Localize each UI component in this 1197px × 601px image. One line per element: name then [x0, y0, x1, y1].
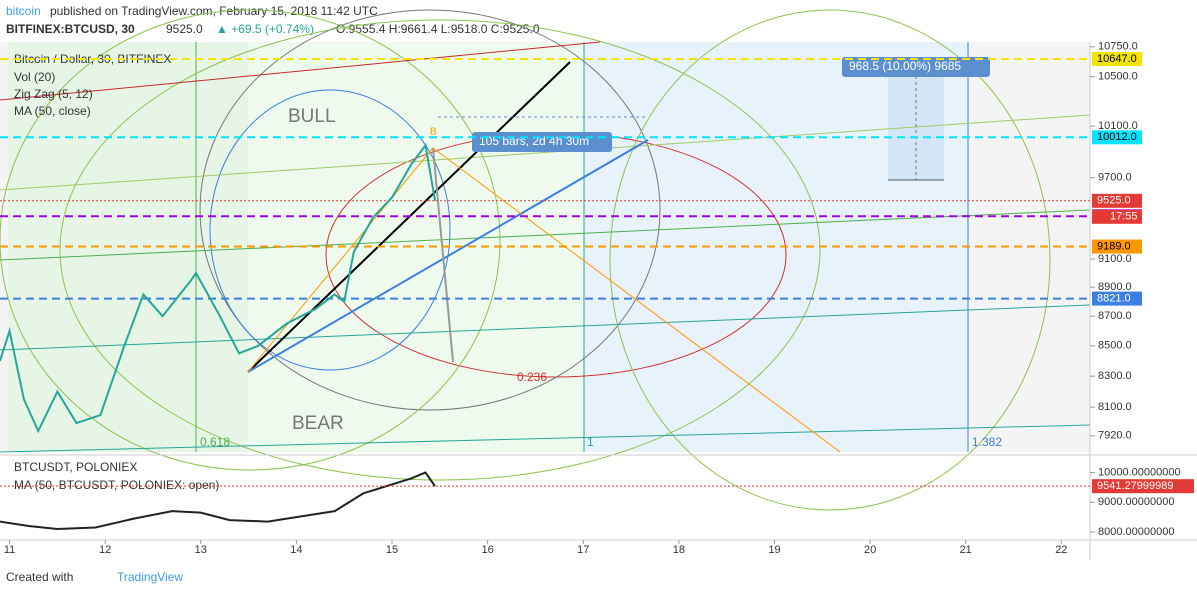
level-tag — [1092, 51, 1142, 66]
legend: MA (50, close) — [14, 104, 91, 118]
level-tag — [1092, 193, 1142, 208]
published: published on TradingView.com, February 1… — [50, 4, 378, 18]
y-tick-label: 8000.00000000 — [1098, 526, 1174, 538]
level-tag — [1092, 130, 1142, 145]
annotation: 0.236 — [517, 370, 547, 384]
price-line — [0, 471, 436, 531]
time-tag — [1092, 209, 1142, 224]
y-tick-label: 8500.0 — [1098, 340, 1132, 352]
y-tick-label: 8100.0 — [1098, 401, 1132, 413]
x-tick-label: 12 — [99, 544, 111, 556]
y-tick-label: 8700.0 — [1098, 310, 1132, 322]
last-tag — [1092, 479, 1194, 494]
y-tick-label: 9100.0 — [1098, 253, 1132, 265]
legend: Zig Zag (5, 12) — [14, 87, 93, 101]
x-tick-label: 20 — [864, 544, 876, 556]
y-tick-label: 10750.0 — [1098, 41, 1138, 53]
last-label: 9541.27999989 — [1097, 480, 1173, 492]
x-tick-label: 15 — [386, 544, 398, 556]
y-tick-label: 8300.0 — [1098, 370, 1132, 382]
y-tick-label: 10500.0 — [1098, 71, 1138, 83]
level-label: 9189.0 — [1097, 240, 1131, 252]
y-tick-label: 10000.00000000 — [1098, 466, 1181, 478]
annotation: 0.618 — [200, 435, 230, 449]
brand: bitcoin — [6, 4, 41, 18]
y-tick-label: 8900.0 — [1098, 281, 1132, 293]
x-tick-label: 21 — [960, 544, 972, 556]
annotation: B — [430, 127, 437, 138]
x-tick-label: 17 — [577, 544, 589, 556]
y-tick-label: 7920.0 — [1098, 430, 1132, 442]
annotation: 1.382 — [972, 435, 1002, 449]
last: 9525.0 — [166, 22, 203, 36]
level-label: 9525.0 — [1097, 195, 1131, 207]
legend: Vol (20) — [14, 70, 55, 84]
annotation: BULL — [288, 106, 336, 127]
pane-title: BTCUSDT, POLONIEX — [14, 460, 137, 474]
level-tag — [1092, 291, 1142, 306]
range-box — [842, 57, 990, 77]
annotation: 968.5 (10.00%) 9685 — [849, 59, 961, 73]
x-tick-label: 14 — [290, 544, 302, 556]
footer: Created with — [6, 570, 73, 584]
change: ▲ +69.5 (+0.74%) — [216, 22, 314, 36]
symbol: BITFINEX:BTCUSD, 30 — [6, 22, 135, 36]
y-tick-label: 9700.0 — [1098, 172, 1132, 184]
footer: TradingView — [117, 570, 183, 584]
y-tick-label: 9000.00000000 — [1098, 496, 1174, 508]
y-tick-label: 10100.0 — [1098, 120, 1138, 132]
annotation: BEAR — [292, 413, 344, 434]
x-tick-label: 18 — [673, 544, 685, 556]
x-tick-label: 19 — [768, 544, 780, 556]
ohlc: O:9555.4 H:9661.4 L:9518.0 C:9525.0 — [336, 22, 540, 36]
level-label: 10647.0 — [1097, 53, 1137, 65]
x-tick-label: 13 — [195, 544, 207, 556]
level-tag — [1092, 239, 1142, 254]
annotation: 1 — [587, 435, 594, 449]
x-tick-label: 11 — [4, 544, 15, 556]
level-label: 10012.0 — [1097, 131, 1137, 143]
annotation: 105 bars, 2d 4h 30m — [479, 134, 589, 148]
time-left: 17:55 — [1110, 211, 1138, 223]
price-line — [0, 142, 437, 434]
pane-ma: MA (50, BTCUSDT, POLONIEX: open) — [14, 478, 219, 492]
x-tick-label: 22 — [1055, 544, 1067, 556]
x-tick-label: 16 — [482, 544, 494, 556]
level-label: 8821.0 — [1097, 293, 1131, 305]
